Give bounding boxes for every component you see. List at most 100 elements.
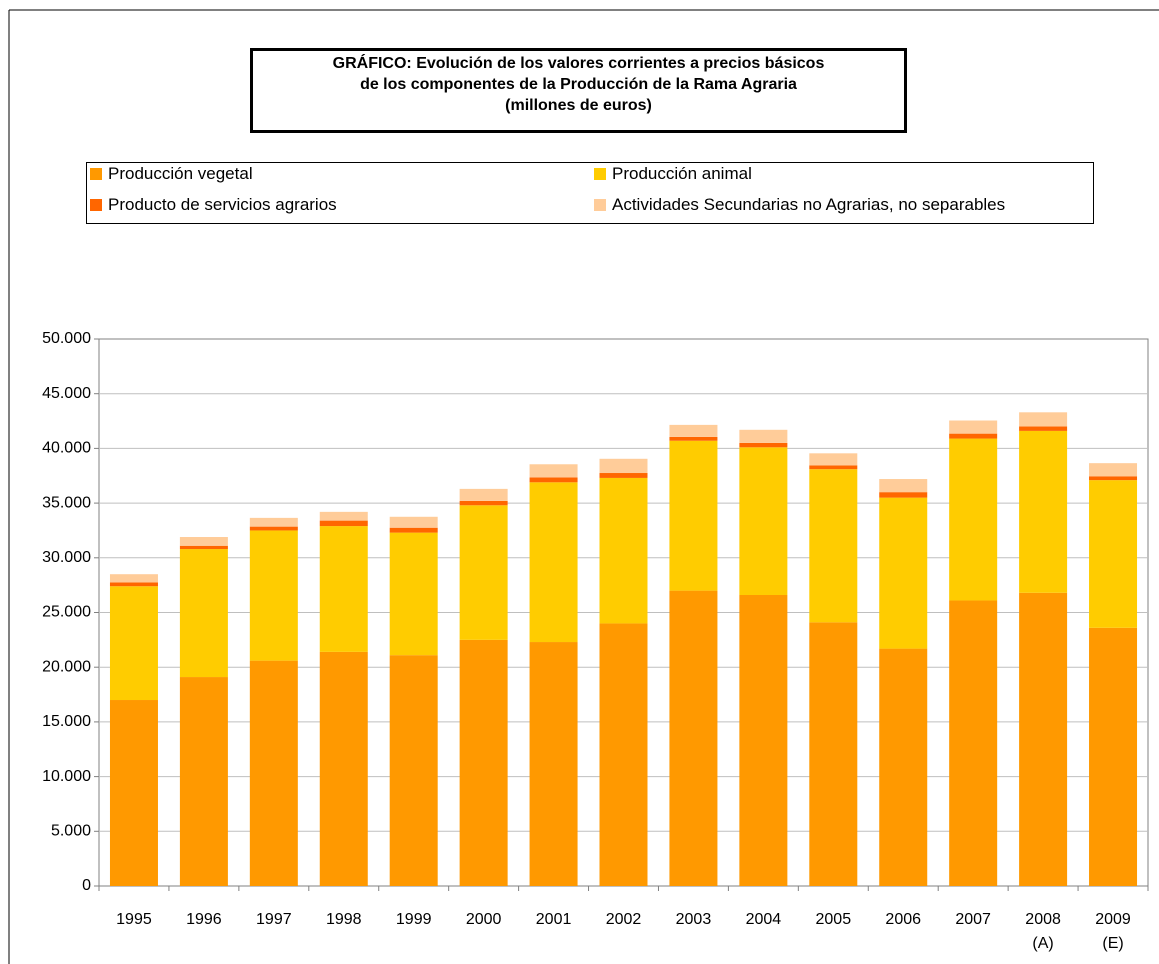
legend: Producción vegetal Producción animal Produ… bbox=[86, 162, 1094, 224]
bar-segment bbox=[879, 492, 928, 498]
bar-segment bbox=[1019, 592, 1068, 886]
bar-segment bbox=[809, 622, 858, 886]
bar-segment bbox=[459, 505, 508, 640]
bar-segment bbox=[109, 574, 158, 583]
bar-segment bbox=[319, 651, 368, 886]
bar-segment bbox=[809, 465, 858, 470]
bar-segment bbox=[459, 500, 508, 506]
legend-label: Producción animal bbox=[612, 164, 752, 183]
bar-segment bbox=[1089, 476, 1138, 481]
y-tick-label: 5.000 bbox=[51, 823, 91, 840]
bar-segment bbox=[879, 479, 928, 493]
bar-segment bbox=[1019, 430, 1068, 593]
bar-segment bbox=[319, 526, 368, 652]
bar-segment bbox=[739, 594, 788, 886]
bar-segment bbox=[179, 545, 228, 550]
x-tick-label: 1995 bbox=[116, 911, 152, 928]
legend-swatch bbox=[594, 168, 606, 180]
bar-segment bbox=[529, 642, 578, 886]
chart-title: GRÁFICO: Evolución de los valores corrie… bbox=[250, 48, 907, 133]
x-tick-label: 2009 (E) bbox=[1095, 911, 1131, 952]
bar-segment bbox=[529, 477, 578, 483]
bar-segment bbox=[319, 520, 368, 527]
bar-segment bbox=[949, 433, 998, 439]
bar-segment bbox=[459, 488, 508, 501]
bar-segment bbox=[949, 438, 998, 601]
legend-item: Producción animal bbox=[594, 164, 752, 184]
bar-segment bbox=[669, 590, 718, 886]
bar-segment bbox=[249, 530, 298, 661]
bar-segment bbox=[1019, 426, 1068, 431]
y-tick-label: 20.000 bbox=[42, 658, 91, 675]
y-tick-label: 50.000 bbox=[42, 330, 91, 347]
bar-segment bbox=[179, 537, 228, 546]
bar-segment bbox=[739, 447, 788, 595]
bar-segment bbox=[389, 655, 438, 886]
bar-segment bbox=[599, 473, 648, 478]
y-tick-label: 10.000 bbox=[42, 768, 91, 785]
bar-segment bbox=[109, 586, 158, 701]
x-tick-label: 2008 (A) bbox=[1025, 911, 1061, 952]
bar-segment bbox=[599, 477, 648, 624]
bar-segment bbox=[809, 469, 858, 623]
x-tick-label: 2004 bbox=[745, 911, 782, 928]
x-tick-label: 1996 bbox=[186, 911, 222, 928]
bar-segment bbox=[669, 436, 718, 441]
legend-item: Producción vegetal bbox=[90, 164, 253, 184]
legend-swatch bbox=[90, 168, 102, 180]
bar-segment bbox=[809, 453, 858, 466]
bar-segment bbox=[249, 660, 298, 886]
bar-segment bbox=[249, 526, 298, 531]
x-tick-label: 2001 bbox=[535, 911, 572, 928]
y-tick-label: 45.000 bbox=[42, 385, 91, 402]
bar-segment bbox=[389, 516, 438, 528]
x-tick-label: 2007 bbox=[955, 911, 991, 928]
bar-segment bbox=[179, 677, 228, 886]
x-tick-label: 1999 bbox=[395, 911, 432, 928]
bar-segment bbox=[389, 527, 438, 533]
x-tick-label: 1997 bbox=[256, 911, 292, 928]
bar-segment bbox=[949, 420, 998, 434]
y-tick-label: 15.000 bbox=[42, 713, 91, 730]
bar-segment bbox=[599, 623, 648, 886]
x-tick-label: 2000 bbox=[465, 911, 502, 928]
bar-segment bbox=[109, 700, 158, 886]
bar-segment bbox=[599, 458, 648, 474]
y-tick-label: 40.000 bbox=[42, 440, 91, 457]
legend-label: Producto de servicios agrarios bbox=[108, 195, 337, 214]
bar-segment bbox=[459, 639, 508, 886]
bar-segment bbox=[389, 532, 438, 656]
x-tick-label: 2002 bbox=[605, 911, 642, 928]
legend-label: Actividades Secundarias no Agrarias, no … bbox=[612, 195, 1006, 214]
bar-segment bbox=[319, 511, 368, 521]
legend-swatch bbox=[594, 199, 606, 211]
bar-segment bbox=[949, 600, 998, 886]
legend-label: Producción vegetal bbox=[108, 164, 253, 183]
bar-segment bbox=[739, 429, 788, 443]
y-tick-label: 0 bbox=[82, 877, 91, 894]
bar-segment bbox=[529, 464, 578, 478]
bar-segment bbox=[879, 648, 928, 886]
x-tick-label: 2005 bbox=[815, 911, 852, 928]
x-tick-label: 2006 bbox=[885, 911, 922, 928]
bar-segment bbox=[1089, 463, 1138, 477]
bar-segment bbox=[739, 442, 788, 448]
y-tick-label: 30.000 bbox=[42, 549, 91, 566]
bar-segment bbox=[1089, 627, 1138, 886]
bar-segment bbox=[1089, 480, 1138, 628]
bar-segment bbox=[529, 482, 578, 643]
legend-item: Actividades Secundarias no Agrarias, no … bbox=[594, 195, 1005, 215]
bar-segment bbox=[879, 497, 928, 649]
bar-segment bbox=[1019, 412, 1068, 427]
bar-segment bbox=[109, 582, 158, 587]
bar-segment bbox=[179, 549, 228, 678]
x-tick-label: 1998 bbox=[325, 911, 362, 928]
legend-item: Producto de servicios agrarios bbox=[90, 195, 337, 215]
bar-segment bbox=[669, 440, 718, 591]
bar-segment bbox=[669, 424, 718, 437]
bar-segment bbox=[249, 517, 298, 527]
y-tick-label: 25.000 bbox=[42, 604, 91, 621]
x-tick-label: 2003 bbox=[675, 911, 712, 928]
